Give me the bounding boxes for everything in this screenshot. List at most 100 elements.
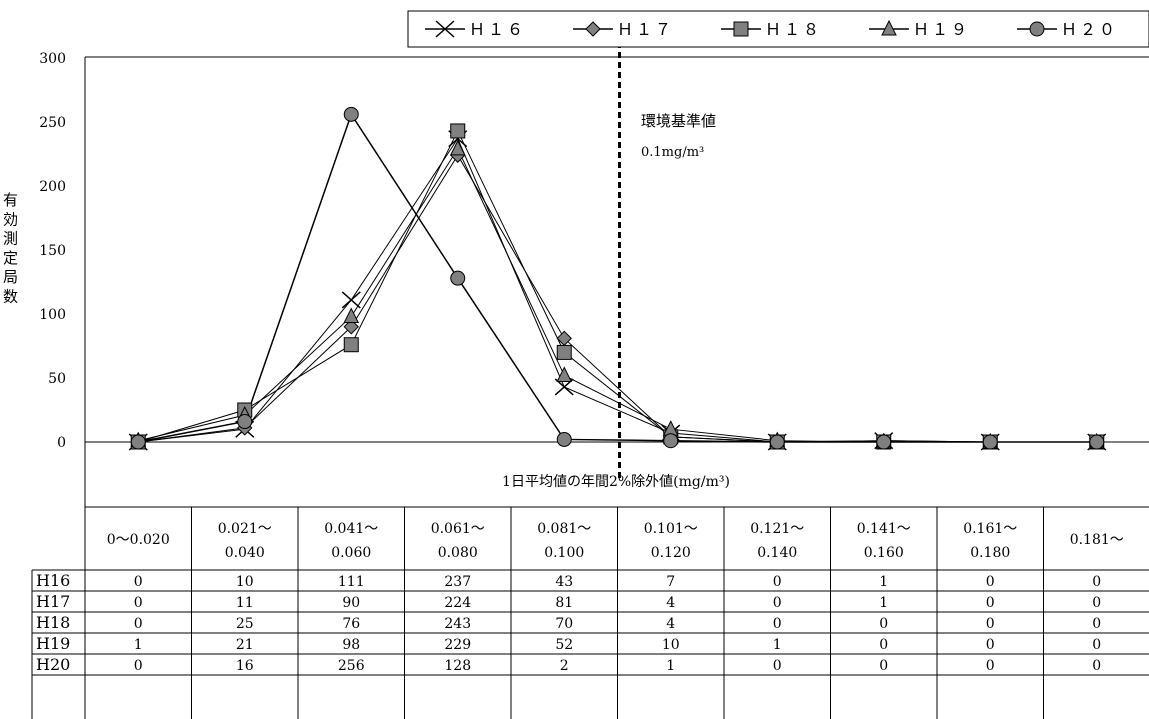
- series-markers-H20: [130, 106, 1105, 450]
- legend-item-H20: Ｈ２０: [1017, 20, 1118, 39]
- table-cell: 25: [236, 616, 254, 632]
- x-tick-label: 0.160: [864, 545, 904, 561]
- marker-square: [343, 337, 359, 353]
- marker-diamond: [343, 319, 359, 335]
- series-markers-H17: [130, 147, 1105, 450]
- table-cell: 16: [236, 658, 254, 674]
- table-cell: 52: [555, 637, 573, 653]
- x-tick-label: 0.121〜: [750, 521, 804, 537]
- annotation-title: 環境基準値: [641, 112, 716, 130]
- annotation-value: 0.1mg/m³: [641, 145, 704, 160]
- legend-item-H18: Ｈ１８: [721, 20, 822, 39]
- y-label-char: 効: [3, 210, 18, 228]
- legend-item-H17: Ｈ１７: [573, 20, 674, 39]
- y-tick-label: 150: [39, 243, 66, 259]
- marker-square: [450, 123, 466, 139]
- marker-circle: [237, 414, 253, 430]
- marker-circle: [982, 434, 998, 450]
- table-cell: 0: [879, 616, 888, 632]
- table-cell: 256: [338, 658, 365, 674]
- series-H17: [138, 154, 1097, 443]
- legend-label: Ｈ１９: [913, 20, 970, 39]
- marker-square: [556, 344, 572, 360]
- legend-label: Ｈ１６: [469, 20, 526, 39]
- marker-circle: [876, 434, 892, 450]
- table-cell: 0: [879, 658, 888, 674]
- table-cell: 111: [338, 574, 365, 590]
- x-tick-label: 0.141〜: [857, 521, 911, 537]
- table-cell: 0: [773, 595, 782, 611]
- table-cell: 224: [444, 595, 471, 611]
- table-cell: 1: [134, 637, 143, 653]
- table-cell: 0: [773, 616, 782, 632]
- legend-label: Ｈ２０: [1061, 20, 1118, 39]
- x-tick-label: 0.161〜: [963, 521, 1017, 537]
- table-cell: 10: [662, 637, 680, 653]
- table-cell: 76: [342, 616, 360, 632]
- table-cell: 1: [879, 595, 888, 611]
- legend-item-H16: Ｈ１６: [425, 20, 526, 39]
- y-label-char: 有: [3, 191, 18, 209]
- y-tick-label: 300: [39, 51, 66, 67]
- table-cell: 0: [1092, 616, 1101, 632]
- marker-circle: [556, 431, 572, 447]
- x-tick-label: 0.081〜: [537, 521, 591, 537]
- marker-diamond: [585, 21, 601, 37]
- marker-circle: [1029, 21, 1045, 37]
- table-cell: 237: [444, 574, 471, 590]
- legend: Ｈ１６ Ｈ１７ Ｈ１８ Ｈ１９ Ｈ２０: [407, 10, 1149, 48]
- x-tick-label: 0.060: [331, 545, 371, 561]
- table-cell: 11: [236, 595, 254, 611]
- table-cell: 229: [444, 637, 471, 653]
- legend-label: Ｈ１８: [765, 20, 822, 39]
- table-row-label: H18: [36, 613, 70, 632]
- x-tick-label: 0.140: [757, 545, 797, 561]
- y-label-char: 局: [3, 268, 18, 286]
- x-tick-label: 0.021〜: [218, 521, 272, 537]
- marker-square: [733, 21, 749, 37]
- table-cell: 1: [879, 574, 888, 590]
- series-H16: [138, 137, 1097, 443]
- table-cell: 0: [773, 574, 782, 590]
- x-tick-label: 0.080: [438, 545, 478, 561]
- table-cell: 0: [986, 595, 995, 611]
- y-label-char: 定: [3, 249, 18, 267]
- table-row-label: H16: [36, 571, 70, 590]
- marker-circle: [343, 106, 359, 122]
- table-cell: 98: [342, 637, 360, 653]
- table-row-label: H17: [36, 592, 70, 611]
- x-tick-label: 0.180: [970, 545, 1010, 561]
- x-tick-label: 0.101〜: [644, 521, 698, 537]
- y-axis: 0 50 100 150 200 250 300: [39, 51, 66, 451]
- table-cell: 0: [1092, 574, 1101, 590]
- series-line-H20: [138, 112, 1097, 443]
- x-tick-label: 0〜0.020: [107, 532, 170, 548]
- table-cell: 2: [560, 658, 569, 674]
- table-cell: 90: [342, 595, 360, 611]
- x-tick-label: 0.181〜: [1070, 532, 1124, 548]
- table-cell: 21: [236, 637, 254, 653]
- table-cell: 4: [666, 595, 675, 611]
- marker-circle: [769, 434, 785, 450]
- y-label-char: 数: [3, 288, 18, 306]
- y-label-char: 測: [3, 230, 18, 248]
- y-tick-label: 100: [39, 307, 66, 323]
- table-cell: 43: [555, 574, 573, 590]
- y-tick-label: 200: [39, 179, 66, 195]
- table-cell: 0: [986, 616, 995, 632]
- series-line-H16: [138, 137, 1097, 443]
- x-tick-label: 0.120: [651, 545, 691, 561]
- table-cell: 4: [666, 616, 675, 632]
- series-markers-H18: [130, 123, 1105, 450]
- table-cell: 0: [1092, 658, 1101, 674]
- table-cell: 0: [134, 574, 143, 590]
- marker-triangle: [556, 366, 573, 382]
- marker-circle: [663, 433, 679, 449]
- table-cell: 0: [134, 595, 143, 611]
- legend-label: Ｈ１７: [617, 20, 674, 39]
- marker-circle: [450, 270, 466, 286]
- table-row-label: H20: [36, 655, 70, 674]
- table-cell: 243: [444, 616, 471, 632]
